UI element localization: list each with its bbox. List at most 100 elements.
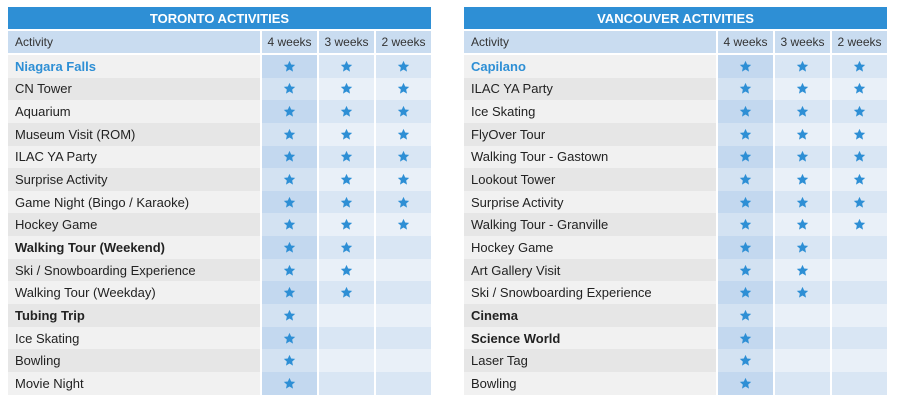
star-cell: [262, 55, 317, 78]
star-cell: [832, 281, 887, 305]
star-cell: [775, 190, 830, 214]
star-cell: [832, 145, 887, 169]
star-cell: [832, 77, 887, 101]
star-cell: [376, 213, 431, 237]
activity-name: Bowling: [464, 371, 716, 395]
activity-name: Museum Visit (ROM): [8, 122, 260, 146]
star: [283, 377, 296, 389]
star-cell: [319, 77, 374, 101]
star: [340, 128, 353, 140]
star: [853, 219, 866, 230]
star-cell: [262, 168, 317, 191]
star: [739, 264, 752, 276]
star-cell: [319, 190, 374, 214]
table-title: TORONTO ACTIVITIES: [8, 7, 431, 29]
star-cell: [832, 349, 887, 372]
header-cell: 2 weeks: [376, 31, 431, 53]
activity-name: Ski / Snowboarding Experience: [8, 258, 260, 282]
star-cell: [376, 371, 431, 395]
star-cell: [832, 190, 887, 214]
activity-name: Aquarium: [8, 100, 260, 123]
star: [397, 173, 410, 185]
star: [283, 83, 296, 95]
star-cell: [718, 281, 773, 305]
star-cell: [262, 304, 317, 327]
star: [739, 173, 752, 185]
star-cell: [832, 213, 887, 237]
star: [340, 173, 353, 185]
star-cell: [376, 236, 431, 259]
star-cell: [718, 168, 773, 191]
activity-row: Ice Skating: [8, 326, 431, 350]
star: [283, 332, 296, 344]
star: [283, 128, 296, 140]
star: [739, 60, 752, 72]
star: [283, 60, 296, 72]
star: [853, 173, 866, 185]
activity-row: Aquarium: [8, 100, 431, 123]
star: [739, 219, 752, 230]
star: [739, 128, 752, 140]
star-cell: [775, 281, 830, 305]
activity-name: Cinema: [464, 304, 716, 327]
activity-name: Movie Night: [8, 371, 260, 395]
star-cell: [376, 281, 431, 305]
star: [796, 219, 809, 230]
activity-row: Laser Tag: [464, 349, 887, 372]
star-cell: [832, 304, 887, 327]
activity-row: Walking Tour (Weekday): [8, 281, 431, 305]
star-cell: [775, 55, 830, 78]
star: [397, 60, 410, 72]
activity-row: Surprise Activity: [464, 190, 887, 214]
activity-name: Hockey Game: [8, 213, 260, 237]
star-cell: [319, 236, 374, 259]
star: [796, 173, 809, 185]
activity-name: Art Gallery Visit: [464, 258, 716, 282]
star-cell: [262, 236, 317, 259]
star: [283, 196, 296, 208]
activity-name: Science World: [464, 326, 716, 350]
star: [739, 105, 752, 117]
star-cell: [376, 77, 431, 101]
star-cell: [775, 100, 830, 123]
star-cell: [262, 77, 317, 101]
star: [796, 83, 809, 95]
activity-row: Walking Tour - Granville: [464, 213, 887, 237]
star-cell: [718, 304, 773, 327]
activity-row: Bowling: [8, 349, 431, 372]
star-cell: [775, 326, 830, 350]
star: [739, 309, 752, 321]
star-cell: [775, 236, 830, 259]
star-cell: [319, 168, 374, 191]
star-cell: [775, 145, 830, 169]
star-cell: [376, 190, 431, 214]
star: [283, 105, 296, 117]
star-cell: [718, 371, 773, 395]
star: [340, 241, 353, 253]
star: [853, 196, 866, 208]
star: [283, 151, 296, 162]
header-cell: 3 weeks: [319, 31, 374, 53]
star-cell: [718, 236, 773, 259]
activity-row: Ski / Snowboarding Experience: [464, 281, 887, 305]
star: [739, 332, 752, 344]
star: [340, 151, 353, 162]
star: [853, 105, 866, 117]
activity-row: Surprise Activity: [8, 168, 431, 191]
star: [397, 219, 410, 230]
star-cell: [718, 349, 773, 372]
star-cell: [775, 258, 830, 282]
star-cell: [718, 145, 773, 169]
activity-row: Tubing Trip: [8, 304, 431, 327]
star: [397, 83, 410, 95]
star: [739, 287, 752, 298]
star-cell: [718, 77, 773, 101]
activity-name: Game Night (Bingo / Karaoke): [8, 190, 260, 214]
star: [796, 128, 809, 140]
star-cell: [775, 371, 830, 395]
star-cell: [775, 168, 830, 191]
star: [853, 128, 866, 140]
star-cell: [775, 349, 830, 372]
activity-table: TORONTO ACTIVITIES Activity 4 weeks 3 weeks…: [8, 7, 431, 395]
header-cell: 2 weeks: [832, 31, 887, 53]
